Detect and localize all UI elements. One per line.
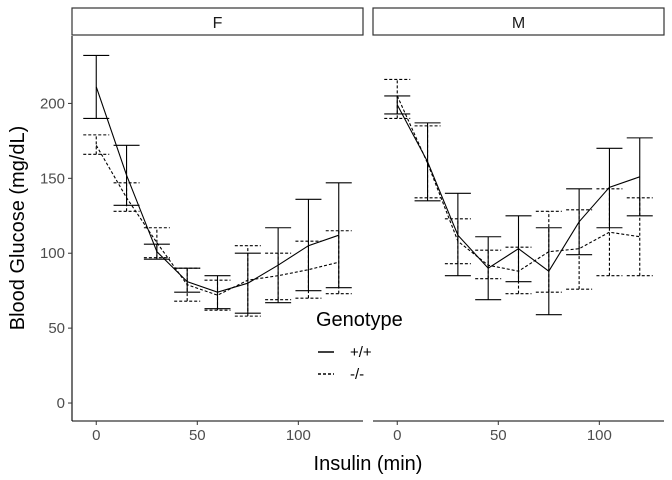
legend-label-wt: +/+ (350, 344, 372, 361)
panel-m: M 0 50 100 (372, 7, 665, 444)
x-tick-label: 50 (189, 427, 206, 444)
y-axis-title: Blood Glucose (mg/dL) (7, 126, 29, 331)
legend: Genotype +/+ -/- (316, 309, 403, 383)
x-tick-label: 100 (286, 427, 311, 444)
series-knockout (83, 134, 352, 317)
x-tick-label: 100 (587, 427, 612, 444)
panel-f: F 0 50 100 150 200 0 50 100 (40, 7, 364, 444)
facet-label: F (213, 15, 223, 32)
x-axis-title: Insulin (min) (314, 453, 423, 475)
x-tick-label: 0 (393, 427, 401, 444)
y-tick-label: 200 (40, 95, 65, 112)
facet-strip (71, 7, 364, 36)
series-line (95, 145, 339, 296)
y-tick-label: 50 (48, 320, 65, 337)
facet-strip (372, 7, 665, 36)
panels-layer: F 0 50 100 150 200 0 50 100 M 0 50 100 (40, 7, 665, 444)
x-tick-label: 0 (92, 427, 100, 444)
facet-label: M (512, 15, 525, 32)
series-wildtype (83, 54, 352, 314)
y-tick-label: 100 (40, 245, 65, 262)
series-line (95, 86, 339, 293)
y-tick-label: 150 (40, 170, 65, 187)
legend-label-ko: -/- (350, 366, 364, 383)
legend-title: Genotype (316, 309, 403, 331)
series-knockout (384, 78, 653, 295)
y-tick-label: 0 (57, 395, 65, 412)
x-tick-label: 50 (490, 427, 507, 444)
